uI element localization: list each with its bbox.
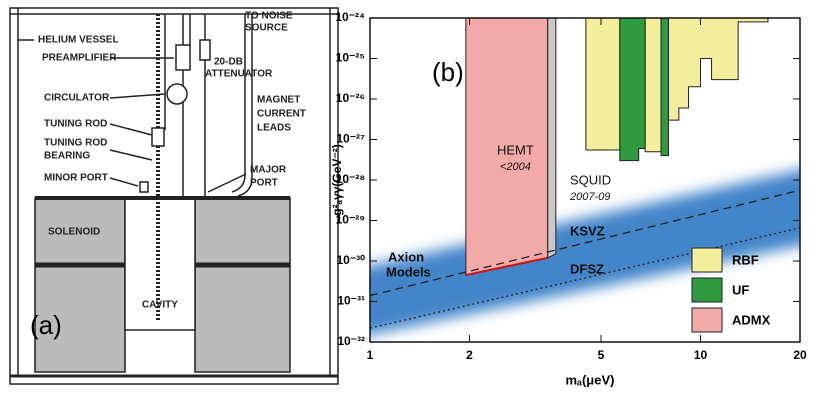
diagram-label: MAGNET [257, 95, 300, 106]
diagram-label: BEARING [44, 151, 90, 162]
diagram-label: TO NOISE [245, 10, 293, 21]
annotation: SQUID [570, 172, 611, 187]
legend-label: ADMX [732, 312, 771, 327]
diagram-label: 20-DB [214, 57, 243, 68]
annotation: DFSZ [570, 261, 604, 276]
annotation: Models [386, 264, 431, 279]
circulator [166, 83, 188, 105]
cryostat-diagram [9, 7, 339, 385]
diagram-label: LEADS [257, 123, 291, 134]
annotation: HEMT [497, 142, 534, 157]
solenoid [34, 197, 126, 373]
legend-label: UF [732, 282, 749, 297]
diagram-label: TUNING ROD [44, 138, 107, 149]
outer-frame [9, 7, 339, 385]
annotation: KSVZ [570, 223, 605, 238]
model-line [370, 227, 800, 329]
y-tick-label: 10⁻³¹ [337, 294, 365, 308]
diagram-label: MINOR PORT [44, 173, 108, 184]
x-tick-label: 1 [367, 348, 374, 362]
legend-swatch [691, 277, 723, 303]
diagram-label: MAJOR [250, 165, 287, 176]
y-tick-label: 10⁻²⁵ [336, 51, 365, 65]
y-tick-label: 10⁻²⁷ [336, 132, 365, 146]
leader [207, 173, 247, 193]
annotation: <2004 [500, 161, 531, 173]
diagram-label: SOURCE [245, 23, 288, 34]
diagram-label: CURRENT [257, 109, 306, 120]
plot-area: 10⁻³² 10⁻³¹ 10⁻³⁰ 10⁻²⁹ 10⁻²⁸ 10⁻²⁷ 10⁻²⁶ 10⁻²⁵… [335, 10, 807, 362]
y-axis-label: g²ₐγγ(GeV⁻²) [330, 144, 344, 216]
bearing [151, 127, 165, 147]
x-tick-label: 5 [598, 348, 605, 362]
magnet-leads [231, 14, 253, 197]
diagram-label: PREAMPLIFIER [42, 53, 117, 64]
axion-band [370, 169, 800, 335]
diagram-label: CAVITY [142, 300, 178, 311]
diagram-label: HELIUM VESSEL [38, 35, 119, 46]
x-axis-label: mₐ(μeV) [566, 372, 615, 387]
solenoid [194, 197, 291, 373]
y-tick-label: 10⁻²⁹ [336, 213, 365, 227]
diagram-label: TUNING ROD [44, 119, 107, 130]
leader [109, 149, 153, 161]
annotation: 2007-09 [569, 191, 610, 203]
exclusion-region [547, 18, 557, 259]
model-line [370, 189, 800, 297]
diagram-label: ATTENUATOR [205, 69, 273, 80]
x-tick-label: 20 [793, 348, 807, 362]
preamplifier [175, 44, 191, 71]
leader [109, 177, 139, 187]
diagram-label: CIRCULATOR [44, 93, 110, 104]
y-tick-label: 10⁻²⁶ [336, 91, 365, 105]
minor-port [139, 181, 149, 193]
exclusion-region [585, 18, 769, 153]
y-tick-label: 10⁻³⁰ [337, 253, 366, 267]
diagram-label: PORT [250, 178, 278, 189]
exclusion-region [619, 18, 669, 162]
y-tick-label: 10⁻³² [337, 334, 365, 348]
diagram-label: SOLENOID [48, 227, 100, 238]
attenuator [199, 39, 211, 61]
plot-layers [370, 18, 800, 335]
leader [109, 93, 166, 99]
region-edge [465, 256, 548, 277]
leader [109, 123, 153, 136]
legend-swatch [691, 307, 723, 333]
panel-label: (a) [30, 310, 62, 340]
panel-label: (b) [432, 57, 464, 87]
y-tick-label: 10⁻²⁴ [335, 10, 365, 24]
x-tick-label: 2 [466, 348, 473, 362]
legend-label: RBF [732, 252, 759, 267]
annotation: Axion [388, 249, 424, 264]
y-tick-label: 10⁻²⁸ [336, 172, 365, 186]
legend-swatch [691, 247, 723, 273]
x-tick-label: 10 [694, 348, 708, 362]
